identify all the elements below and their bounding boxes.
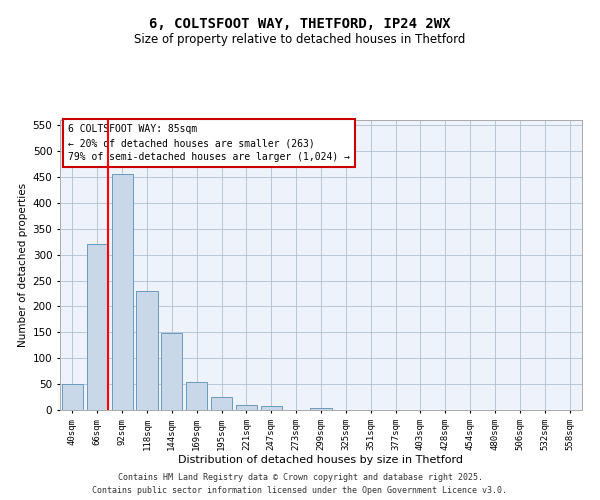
Bar <box>136 291 158 410</box>
Bar <box>236 406 257 410</box>
Text: 6, COLTSFOOT WAY, THETFORD, IP24 2WX: 6, COLTSFOOT WAY, THETFORD, IP24 2WX <box>149 18 451 32</box>
Text: Contains public sector information licensed under the Open Government Licence v3: Contains public sector information licen… <box>92 486 508 495</box>
Bar <box>62 384 83 410</box>
Bar <box>87 244 108 410</box>
Bar <box>112 174 133 410</box>
Bar <box>310 408 332 410</box>
Text: 6 COLTSFOOT WAY: 85sqm
← 20% of detached houses are smaller (263)
79% of semi-de: 6 COLTSFOOT WAY: 85sqm ← 20% of detached… <box>68 124 350 162</box>
Y-axis label: Number of detached properties: Number of detached properties <box>19 183 28 347</box>
Bar <box>186 382 207 410</box>
X-axis label: Distribution of detached houses by size in Thetford: Distribution of detached houses by size … <box>179 456 464 466</box>
Bar <box>161 334 182 410</box>
Text: Size of property relative to detached houses in Thetford: Size of property relative to detached ho… <box>134 32 466 46</box>
Bar <box>211 397 232 410</box>
Bar <box>261 406 282 410</box>
Text: Contains HM Land Registry data © Crown copyright and database right 2025.: Contains HM Land Registry data © Crown c… <box>118 472 482 482</box>
